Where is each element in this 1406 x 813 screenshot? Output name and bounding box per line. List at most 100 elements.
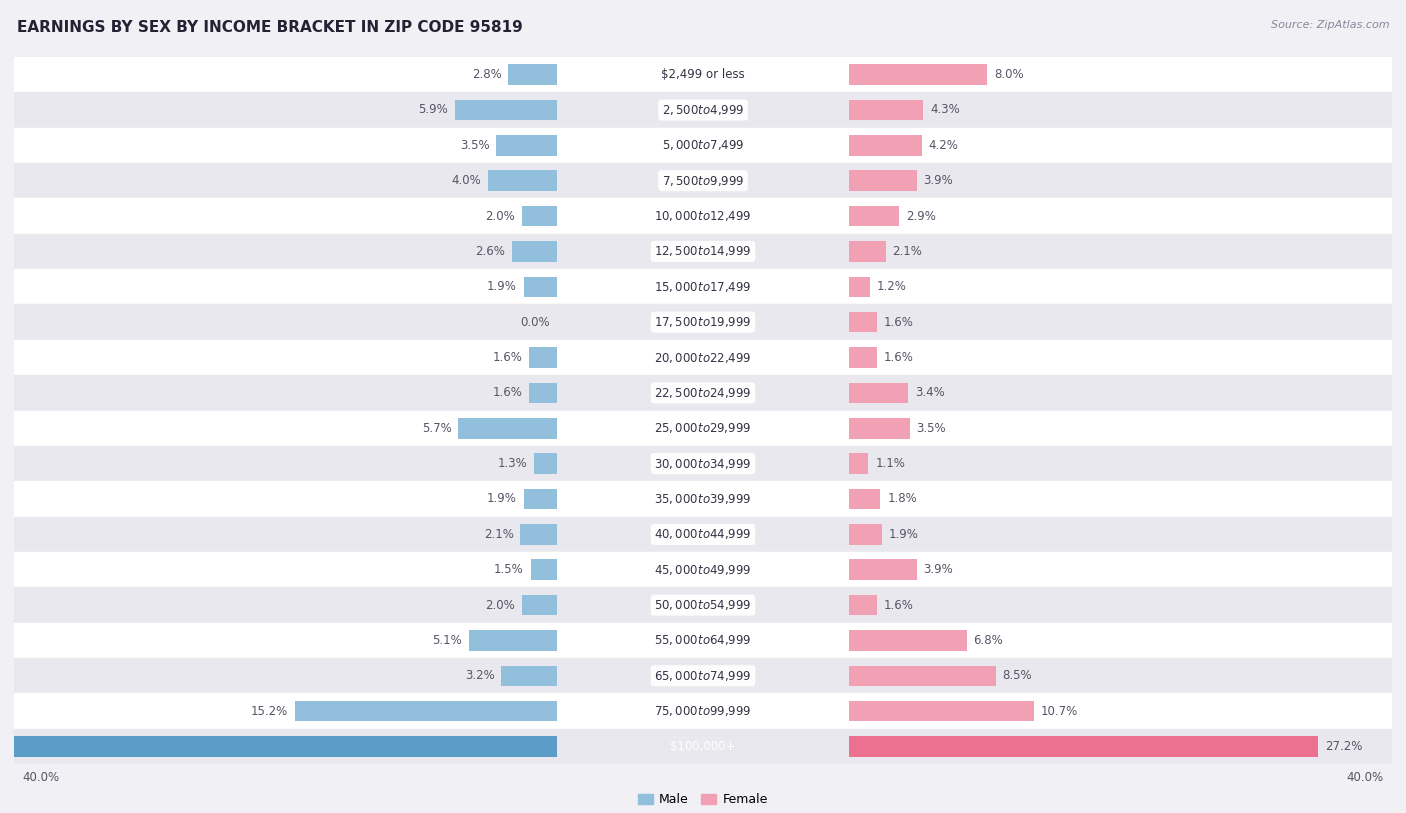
Bar: [522, 206, 557, 226]
Bar: [849, 454, 869, 474]
Bar: [529, 383, 557, 403]
Text: $10,000 to $12,499: $10,000 to $12,499: [654, 209, 752, 223]
Legend: Male, Female: Male, Female: [633, 788, 773, 811]
Text: $2,500 to $4,999: $2,500 to $4,999: [662, 103, 744, 117]
Bar: [849, 666, 995, 686]
Text: 1.6%: 1.6%: [884, 351, 914, 364]
Bar: [14, 198, 1392, 233]
Text: $17,500 to $19,999: $17,500 to $19,999: [654, 315, 752, 329]
Bar: [849, 64, 987, 85]
Text: $45,000 to $49,999: $45,000 to $49,999: [654, 563, 752, 576]
Text: 40.0%: 40.0%: [22, 772, 60, 785]
Bar: [849, 276, 870, 297]
Text: 1.9%: 1.9%: [486, 493, 517, 506]
Bar: [14, 128, 1392, 163]
Text: 4.0%: 4.0%: [451, 174, 481, 187]
Bar: [849, 241, 886, 262]
Text: 5.7%: 5.7%: [422, 422, 451, 435]
Bar: [534, 454, 557, 474]
Text: EARNINGS BY SEX BY INCOME BRACKET IN ZIP CODE 95819: EARNINGS BY SEX BY INCOME BRACKET IN ZIP…: [17, 20, 523, 35]
Bar: [849, 630, 966, 650]
Text: $75,000 to $99,999: $75,000 to $99,999: [654, 704, 752, 718]
Bar: [14, 375, 1392, 411]
Bar: [458, 418, 557, 438]
Text: 2.1%: 2.1%: [484, 528, 513, 541]
Bar: [849, 595, 877, 615]
Text: 2.0%: 2.0%: [485, 210, 515, 223]
Bar: [509, 64, 557, 85]
Text: 1.8%: 1.8%: [887, 493, 917, 506]
Text: 3.9%: 3.9%: [924, 174, 953, 187]
Text: 15.2%: 15.2%: [250, 705, 288, 718]
Text: 1.6%: 1.6%: [492, 386, 522, 399]
Bar: [512, 241, 557, 262]
Text: 3.9%: 3.9%: [924, 563, 953, 576]
Text: 1.9%: 1.9%: [889, 528, 920, 541]
Text: $7,500 to $9,999: $7,500 to $9,999: [662, 174, 744, 188]
Bar: [502, 666, 557, 686]
Bar: [14, 340, 1392, 375]
Text: 4.2%: 4.2%: [928, 139, 959, 152]
Bar: [14, 623, 1392, 658]
Text: 40.0%: 40.0%: [1346, 772, 1384, 785]
Bar: [14, 552, 1392, 587]
Text: 1.6%: 1.6%: [884, 598, 914, 611]
Text: $20,000 to $22,499: $20,000 to $22,499: [654, 350, 752, 364]
Bar: [849, 737, 1317, 757]
Text: 5.9%: 5.9%: [419, 103, 449, 116]
Bar: [295, 701, 557, 721]
Bar: [849, 383, 908, 403]
Bar: [14, 411, 1392, 446]
Bar: [849, 489, 880, 509]
Bar: [849, 524, 882, 545]
Text: 8.0%: 8.0%: [994, 68, 1024, 81]
Bar: [522, 595, 557, 615]
Bar: [849, 347, 877, 367]
Bar: [14, 517, 1392, 552]
Bar: [849, 559, 917, 580]
Bar: [849, 418, 910, 438]
Text: 3.2%: 3.2%: [465, 669, 495, 682]
Text: 4.3%: 4.3%: [931, 103, 960, 116]
Text: $30,000 to $34,999: $30,000 to $34,999: [654, 457, 752, 471]
Text: 3.5%: 3.5%: [917, 422, 946, 435]
Text: 10.7%: 10.7%: [1040, 705, 1078, 718]
Bar: [14, 269, 1392, 304]
Bar: [849, 100, 924, 120]
Text: $12,500 to $14,999: $12,500 to $14,999: [654, 245, 752, 259]
Text: $40,000 to $44,999: $40,000 to $44,999: [654, 528, 752, 541]
Bar: [520, 524, 557, 545]
Text: 2.1%: 2.1%: [893, 245, 922, 258]
Text: $5,000 to $7,499: $5,000 to $7,499: [662, 138, 744, 152]
Text: 27.2%: 27.2%: [1324, 740, 1362, 753]
Bar: [849, 206, 900, 226]
Bar: [14, 57, 1392, 92]
Bar: [849, 312, 877, 333]
Bar: [849, 135, 922, 155]
Text: 1.6%: 1.6%: [884, 315, 914, 328]
Bar: [0, 737, 557, 757]
Text: 1.9%: 1.9%: [486, 280, 517, 293]
Bar: [14, 233, 1392, 269]
Bar: [849, 701, 1033, 721]
Text: $65,000 to $74,999: $65,000 to $74,999: [654, 669, 752, 683]
Text: $2,499 or less: $2,499 or less: [661, 68, 745, 81]
Text: 2.0%: 2.0%: [485, 598, 515, 611]
Text: 3.5%: 3.5%: [460, 139, 489, 152]
Bar: [529, 347, 557, 367]
Text: 2.8%: 2.8%: [472, 68, 502, 81]
Bar: [14, 587, 1392, 623]
Text: 8.5%: 8.5%: [1002, 669, 1032, 682]
Bar: [468, 630, 557, 650]
Text: $55,000 to $64,999: $55,000 to $64,999: [654, 633, 752, 647]
Text: 1.6%: 1.6%: [492, 351, 522, 364]
Text: 2.6%: 2.6%: [475, 245, 505, 258]
Bar: [14, 92, 1392, 128]
Text: 1.2%: 1.2%: [877, 280, 907, 293]
Bar: [488, 171, 557, 191]
Bar: [14, 729, 1392, 764]
Text: 1.5%: 1.5%: [494, 563, 524, 576]
Text: 0.0%: 0.0%: [520, 315, 550, 328]
Text: 2.9%: 2.9%: [907, 210, 936, 223]
Bar: [14, 304, 1392, 340]
